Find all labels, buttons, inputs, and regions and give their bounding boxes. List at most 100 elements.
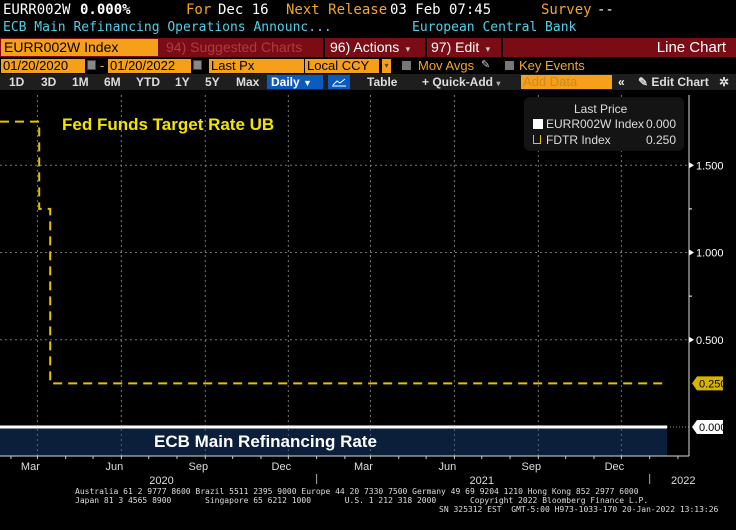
y-tick-label: 1.000 bbox=[696, 248, 724, 260]
ecb-area-fill bbox=[0, 427, 667, 456]
pencil-icon: ✎ bbox=[638, 75, 652, 89]
range-3d[interactable]: 3D bbox=[41, 75, 57, 89]
chevron-down-icon: ▼ bbox=[303, 78, 312, 88]
legend-item-value: 0.250 bbox=[645, 133, 676, 147]
footer-contacts-line1: Australia 61 2 9777 8600 Brazil 5511 239… bbox=[75, 487, 639, 496]
x-year-label: 2020 bbox=[149, 475, 173, 484]
badge-value: 0.000 bbox=[699, 422, 727, 434]
ticker: EURR002W bbox=[3, 2, 71, 18]
next-release-label: Next Release bbox=[286, 2, 388, 18]
last-value-badge-ecb: 0.000 bbox=[692, 420, 727, 434]
quick-add-label: + Quick-Add bbox=[422, 75, 494, 89]
add-data-input[interactable]: Add Data bbox=[521, 75, 612, 89]
range-5y[interactable]: 5Y bbox=[205, 75, 220, 89]
y-tick-marker bbox=[689, 336, 694, 343]
currency-dropdown-icon[interactable]: ▾ bbox=[382, 59, 391, 73]
collapse-button[interactable]: « bbox=[618, 75, 625, 89]
next-release-date: 03 Feb 07:45 bbox=[390, 2, 492, 18]
x-axis: Mar Jun Sep Dec Mar Jun Sep Dec 2020 2021 2022 bbox=[0, 455, 695, 484]
chevron-down-icon: ▾ bbox=[496, 79, 501, 88]
security-description: ECB Main Refinancing Operations Announc.… bbox=[3, 20, 332, 35]
series-lines bbox=[0, 120, 689, 429]
quick-add-button[interactable]: + Quick-Add ▾ bbox=[422, 74, 500, 90]
security-header: EURR002W 0.000% For Dec 16 Next Release … bbox=[0, 2, 736, 20]
chart-legend: Last Price EURR002W Index 0.000 FDTR Ind… bbox=[524, 97, 684, 151]
legend-item-name: FDTR Index bbox=[546, 133, 611, 147]
last-value-badge-fdtr: 0.250 bbox=[692, 376, 727, 391]
y-tick-label: 1.500 bbox=[696, 160, 724, 172]
grid-lines bbox=[0, 95, 689, 456]
suggested-charts-button[interactable]: 94) Suggested Charts bbox=[166, 39, 303, 55]
y-tick-label: 0.500 bbox=[696, 335, 724, 347]
range-1y[interactable]: 1Y bbox=[175, 75, 190, 89]
badge-shape bbox=[692, 376, 723, 391]
edit-label: 97) Edit bbox=[431, 39, 480, 55]
range-6m[interactable]: 6M bbox=[104, 75, 121, 89]
line-chart: Mar Jun Sep Dec Mar Jun Sep Dec 2020 2021 2022 1.5… bbox=[0, 95, 727, 484]
actions-menu[interactable]: 96) Actions ▾ bbox=[330, 39, 410, 56]
y-axis: 1.500 1.000 0.500 0.250 0.000 bbox=[688, 95, 727, 456]
x-tick-label: Sep bbox=[522, 461, 542, 473]
for-label: For bbox=[186, 2, 212, 18]
pencil-icon[interactable]: ✎ bbox=[481, 59, 491, 71]
survey-value: -- bbox=[597, 2, 614, 18]
x-tick-label: Jun bbox=[439, 461, 457, 473]
legend-item-value: 0.000 bbox=[645, 117, 676, 131]
range-ytd[interactable]: YTD bbox=[136, 75, 160, 89]
x-year-label: 2022 bbox=[671, 475, 695, 484]
x-tick-label: Mar bbox=[21, 461, 40, 473]
table-button[interactable]: Table bbox=[367, 75, 398, 89]
survey-label: Survey bbox=[541, 2, 592, 18]
badge-value: 0.250 bbox=[699, 378, 727, 390]
x-tick-label: Sep bbox=[189, 461, 209, 473]
x-tick-label: Dec bbox=[272, 461, 292, 473]
start-date-input[interactable]: 01/20/2020 bbox=[1, 59, 85, 73]
for-date: Dec 16 bbox=[218, 2, 269, 18]
last-value: 0.000% bbox=[80, 2, 131, 18]
series-line-fdtr bbox=[0, 120, 667, 385]
line-chart-icon[interactable] bbox=[328, 75, 350, 89]
badge-shape bbox=[692, 420, 723, 434]
x-tick-label: Jun bbox=[105, 461, 123, 473]
x-tick-label: Mar bbox=[354, 461, 373, 473]
security-input[interactable]: EURR002W Index bbox=[1, 39, 158, 56]
field-select[interactable]: Last Px bbox=[209, 59, 304, 73]
legend-title: Last Price bbox=[574, 102, 628, 116]
periodicity-select[interactable]: Daily ▼ bbox=[267, 75, 323, 89]
legend-item-name: EURR002W Index bbox=[546, 117, 645, 131]
chart-toolbar-dates: 01/20/2020 - 01/20/2022 Last Px Local CC… bbox=[0, 58, 736, 74]
end-date-input[interactable]: 01/20/2022 bbox=[108, 59, 191, 73]
range-1d[interactable]: 1D bbox=[9, 75, 25, 89]
range-1m[interactable]: 1M bbox=[72, 75, 89, 89]
y-tick-marker bbox=[689, 162, 694, 169]
calendar-icon[interactable] bbox=[193, 60, 202, 70]
ecb-series-area bbox=[0, 427, 667, 456]
legend-swatch-ecb bbox=[533, 119, 543, 129]
edit-menu[interactable]: 97) Edit ▾ bbox=[431, 39, 490, 56]
currency-select[interactable]: Local CCY bbox=[305, 59, 379, 73]
actions-label: 96) Actions bbox=[330, 39, 400, 55]
x-tick-label: Dec bbox=[605, 461, 625, 473]
footer-contacts-line2: Japan 81 3 4565 8900 Singapore 65 6212 1… bbox=[75, 496, 649, 505]
mov-avgs-label: Mov Avgs bbox=[418, 58, 475, 73]
chart-type-label[interactable]: Line Chart bbox=[656, 39, 726, 56]
date-separator: - bbox=[100, 58, 105, 73]
edit-chart-button[interactable]: ✎ Edit Chart bbox=[638, 74, 709, 90]
settings-gear-icon[interactable]: ✲ bbox=[719, 75, 730, 89]
key-events-checkbox[interactable] bbox=[505, 61, 514, 70]
y-tick-marker bbox=[689, 249, 694, 256]
annotation-ecb-rate: ECB Main Refinancing Rate bbox=[154, 432, 377, 451]
chart-toolbar-ranges: 1D 3D 1M 6M YTD 1Y 5Y Max Daily ▼ Table … bbox=[0, 74, 736, 90]
source-name: European Central Bank bbox=[412, 20, 577, 35]
x-year-label: 2021 bbox=[470, 475, 494, 484]
range-max[interactable]: Max bbox=[236, 75, 260, 89]
footer-session-info: SN 325312 EST GMT-5:00 H973-1033-170 20-… bbox=[439, 505, 719, 514]
calendar-icon[interactable] bbox=[87, 60, 96, 70]
chart-toolbar-main: EURR002W Index 94) Suggested Charts 96) … bbox=[0, 38, 736, 57]
chevron-down-icon: ▾ bbox=[483, 44, 491, 54]
mov-avgs-checkbox[interactable] bbox=[402, 61, 411, 70]
edit-chart-label: Edit Chart bbox=[651, 75, 709, 89]
key-events-label: Key Events bbox=[519, 58, 585, 73]
legend-swatch-fdtr bbox=[533, 135, 541, 144]
periodicity-label: Daily bbox=[271, 75, 300, 89]
